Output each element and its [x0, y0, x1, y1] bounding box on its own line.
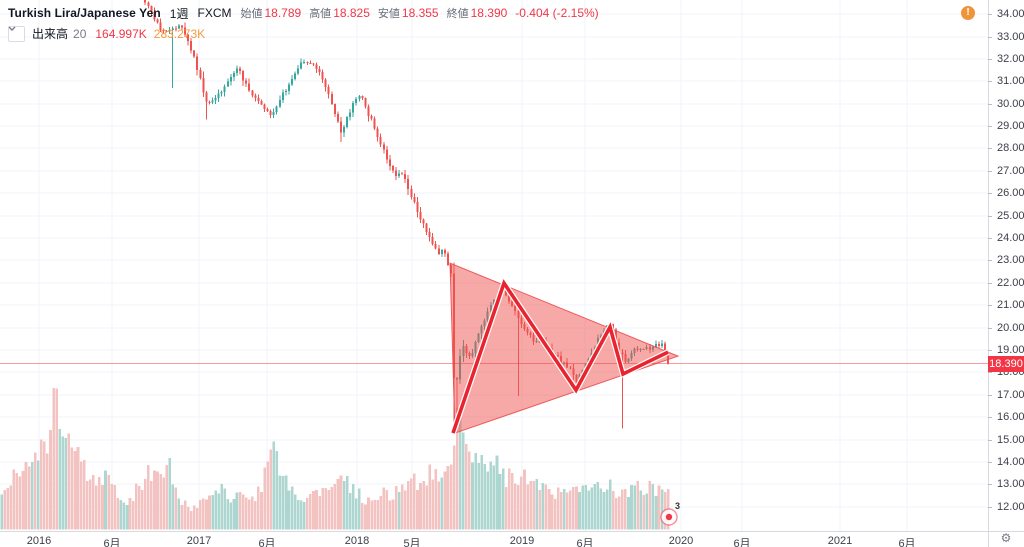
volume-indicator-label[interactable]: 出来高 — [32, 27, 69, 41]
volume-value: 164.997K — [95, 26, 147, 41]
price-tick-label: 32.000 — [997, 53, 1024, 65]
price-tick — [988, 81, 992, 82]
low-label: 安値 — [377, 8, 400, 20]
low-value: 18.355 — [401, 6, 439, 20]
exchange-label[interactable]: FXCM — [197, 6, 232, 20]
price-tick — [988, 216, 992, 217]
price-tick — [988, 37, 992, 38]
price-tick-label: 21.000 — [997, 299, 1024, 311]
exclamation-icon: ! — [966, 7, 970, 18]
settings-gear-button[interactable]: ⚙ — [988, 531, 1024, 547]
price-tick — [988, 59, 992, 60]
price-tick-label: 14.000 — [997, 456, 1024, 468]
high-value: 18.825 — [333, 6, 370, 20]
price-tick — [988, 350, 992, 351]
symmetrical-triangle-drawing[interactable] — [449, 262, 680, 434]
time-tick-label: 6月 — [103, 538, 121, 547]
price-tick-label: 20.000 — [997, 322, 1024, 334]
price-tick-label: 25.000 — [997, 210, 1024, 222]
close-label: 終値 — [446, 8, 469, 20]
price-tick — [988, 372, 992, 373]
volume-legend: 出来高 20 164.997K 283.273K — [8, 25, 206, 42]
open-label: 始値 — [240, 8, 263, 20]
time-tick-label: 6月 — [898, 538, 916, 547]
price-tick-label: 34.000 — [997, 8, 1024, 20]
price-tick — [988, 193, 992, 194]
time-tick-label: 5月 — [403, 538, 421, 547]
change-value: -0.404 (-2.15%) — [515, 6, 599, 20]
gridlines — [0, 0, 988, 531]
price-axis-border — [988, 0, 989, 547]
price-tick — [988, 417, 992, 418]
timeframe-label[interactable]: 1週 — [169, 6, 189, 21]
volume-bars — [0, 388, 670, 530]
price-tick-label: 16.000 — [997, 411, 1024, 423]
collapse-legend-button[interactable] — [8, 25, 25, 42]
chevron-down-icon — [8, 26, 16, 31]
time-tick-label: 2017 — [186, 535, 212, 547]
volume-ma-value: 283.273K — [153, 26, 206, 41]
time-tick-label: 6月 — [733, 538, 751, 547]
price-tick-label: 28.000 — [997, 142, 1024, 154]
alert-badge[interactable]: ! — [961, 6, 975, 20]
price-tick — [988, 305, 992, 306]
price-tick — [988, 395, 992, 396]
price-tick-label: 17.000 — [997, 389, 1024, 401]
price-tick-label: 12.000 — [997, 501, 1024, 513]
price-tick-label: 29.000 — [997, 120, 1024, 132]
close-value: 18.390 — [470, 6, 508, 20]
price-tick — [988, 171, 992, 172]
drawing-count-label: 3 — [675, 501, 680, 511]
price-tick — [988, 126, 992, 127]
price-tick — [988, 328, 992, 329]
symbol-title[interactable]: Turkish Lira/Japanese Yen — [8, 6, 161, 20]
time-tick-label: 2020 — [668, 535, 694, 547]
symbol-legend: Turkish Lira/Japanese Yen 1週 FXCM 始値 18.… — [8, 5, 599, 21]
price-tick — [988, 484, 992, 485]
time-tick-label: 2016 — [26, 535, 52, 547]
price-tick — [988, 14, 992, 15]
price-tick-label: 31.000 — [997, 75, 1024, 87]
price-tick-label: 15.000 — [997, 434, 1024, 446]
zigzag-drawing[interactable] — [450, 276, 670, 435]
time-tick-label: 2018 — [344, 535, 370, 547]
price-tick-label: 24.000 — [997, 232, 1024, 244]
time-axis-border — [0, 531, 1024, 532]
open-value: 18.789 — [264, 6, 302, 20]
last-price-badge: 18.390 — [988, 356, 1024, 372]
price-tick-label: 33.000 — [997, 31, 1024, 43]
price-tick-label: 27.000 — [997, 165, 1024, 177]
price-tick — [988, 148, 992, 149]
price-tick-label: 26.000 — [997, 187, 1024, 199]
price-tick — [988, 507, 992, 508]
time-tick-label: 6月 — [576, 538, 594, 547]
time-tick-label: 2021 — [827, 535, 853, 547]
price-tick-label: 22.000 — [997, 277, 1024, 289]
volume-ma-param: 20 — [73, 26, 87, 41]
gear-icon: ⚙ — [1000, 531, 1012, 545]
price-tick — [988, 238, 992, 239]
high-label: 高値 — [309, 8, 332, 20]
drawing-anchor-marker[interactable]: 3 — [660, 501, 680, 526]
price-tick — [988, 104, 992, 105]
price-tick-label: 23.000 — [997, 254, 1024, 266]
price-tick-label: 30.000 — [997, 98, 1024, 110]
price-tick — [988, 283, 992, 284]
time-tick-label: 6月 — [258, 538, 276, 547]
time-tick-label: 2019 — [509, 535, 535, 547]
price-tick — [988, 260, 992, 261]
price-tick-label: 19.000 — [997, 344, 1024, 356]
price-tick-label: 13.000 — [997, 478, 1024, 490]
price-tick — [988, 440, 992, 441]
price-tick — [988, 462, 992, 463]
